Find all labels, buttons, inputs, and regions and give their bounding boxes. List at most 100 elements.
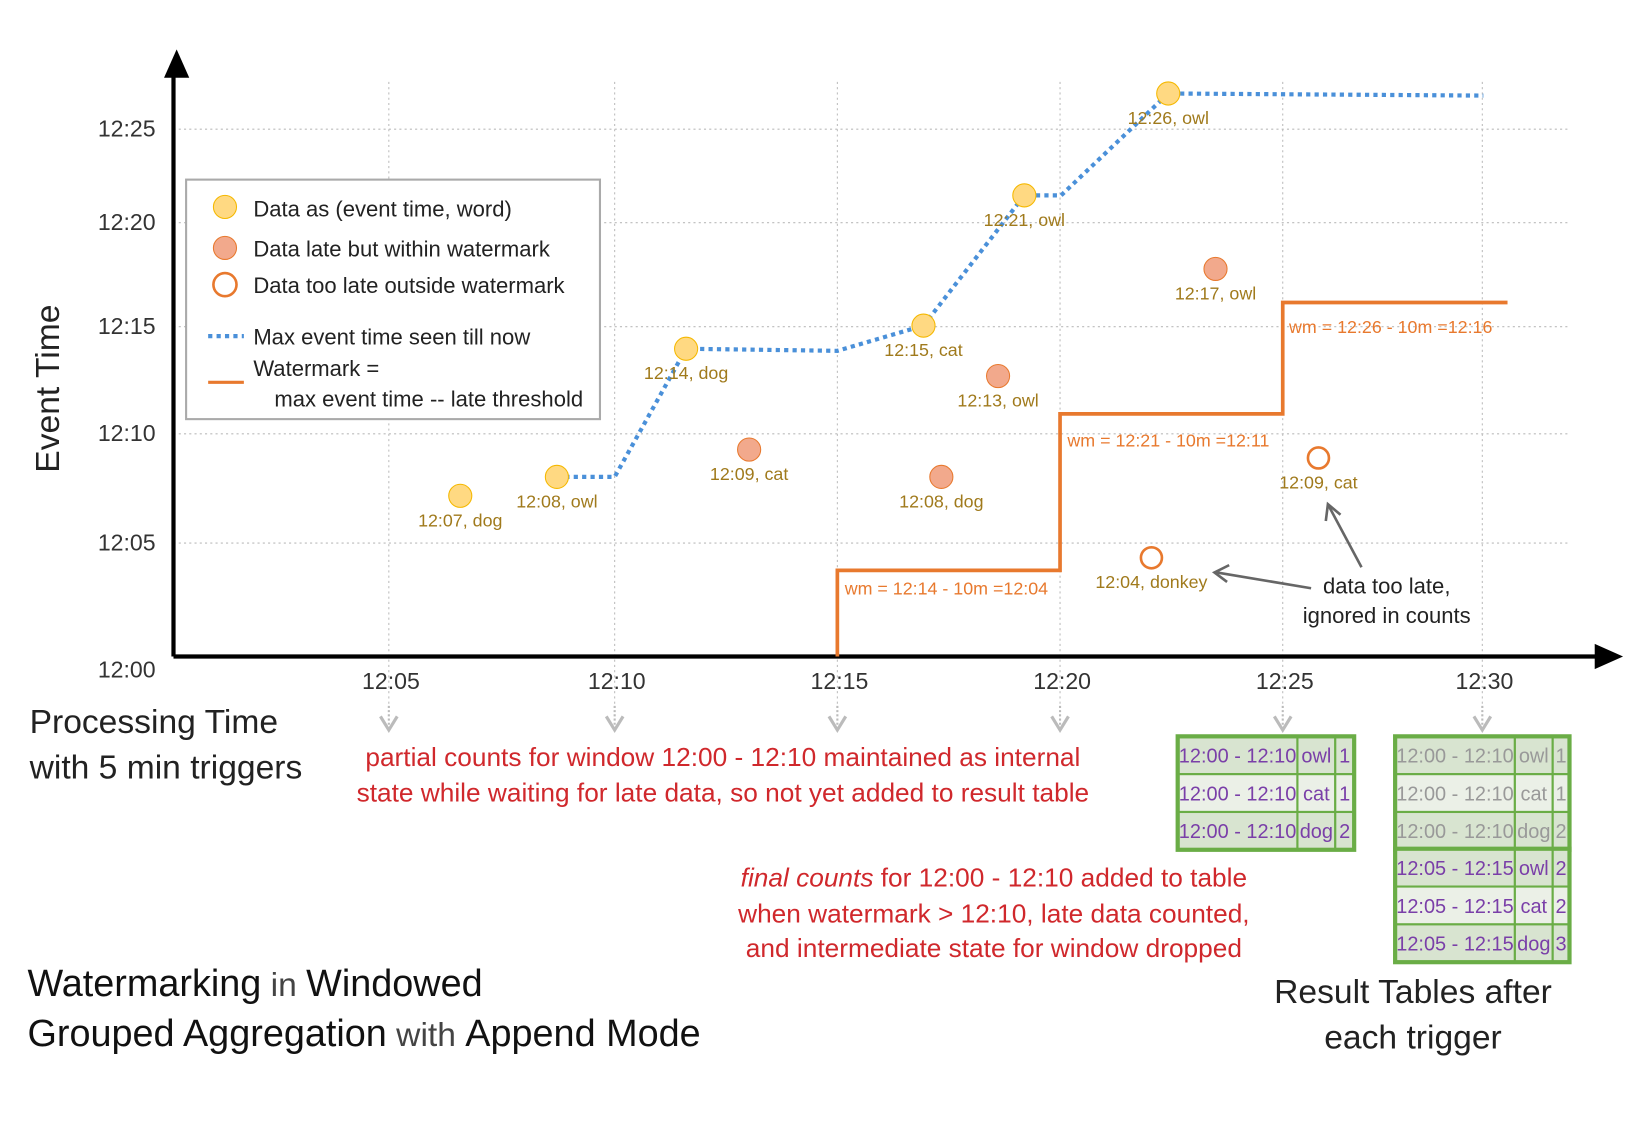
point-label: 12:08, owl [516,491,597,511]
trigger-arrow-icon [827,715,848,734]
cell-text: 2 [1339,821,1350,843]
point-label: 12:15, cat [884,340,962,360]
final-counts-rest: for 12:00 - 12:10 added to table [873,863,1247,893]
point-label: 12:07, dog [418,510,502,530]
on-time-dot-icon [212,194,238,220]
axes [164,49,1624,670]
x-tick: 12:20 [1033,668,1091,694]
legend: Data as (event time, word) Data late but… [185,178,602,421]
cell-text: 12:00 - 12:10 [1396,783,1514,805]
point-label: 12:26, owl [1128,108,1209,128]
point-marker [448,483,473,508]
point-label: 12:08, dog [899,491,983,511]
y-tick: 12:25 [98,116,156,142]
watermark-line [835,300,1508,657]
cell-text: 12:00 - 12:10 [1179,746,1297,768]
data-point-late: 12:17, owl [1175,256,1256,303]
legend-max-event: Max event time seen till now [253,325,530,350]
point-marker [911,313,936,338]
table-cell [1296,773,1337,814]
trigger-arrow-icon [1472,715,1493,734]
data-point-on-time: 12:07, dog [418,483,502,530]
y-axis-label: Event Time [30,305,67,473]
point-marker [1306,446,1331,470]
trigger-arrow-icon [1272,715,1293,734]
x-tick: 12:25 [1256,668,1314,694]
point-marker [737,437,762,462]
final-counts-em: final counts [741,863,874,893]
watermark-label: wm = 12:14 - 10m =12:04 [844,579,1048,599]
point-marker [1156,81,1181,106]
data-point-late: 12:09, cat [710,437,788,484]
final-counts-note-2: when watermark > 12:10, late data counte… [737,898,1249,928]
cell-text: dog [1517,934,1550,956]
table-border [1393,846,1572,965]
legend-watermark-formula: max event time -- late threshold [274,387,583,412]
table-cell [1513,923,1554,964]
cell-text: 12:00 - 12:10 [1179,783,1297,805]
cell-text: 1 [1556,783,1567,805]
data-point-too-late: 12:09, cat [1279,446,1358,492]
cell-text: 3 [1556,934,1567,956]
cell-text: 12:05 - 12:15 [1396,934,1514,956]
point-label: 12:13, owl [957,391,1038,411]
late-dot-icon [212,235,238,260]
x-axis-label: Processing Time [30,704,278,741]
cell-text: 2 [1556,896,1567,918]
partial-counts-note: partial counts for window 12:00 - 12:10 … [365,742,1080,772]
cell-text: owl [1519,746,1549,768]
cell-text: dog [1517,821,1550,843]
data-point-too-late: 12:04, donkey [1095,545,1208,592]
cell-text: dog [1300,821,1333,843]
cell-text: 1 [1339,783,1350,805]
title-line-2: Grouped Aggregation with Append Mode [27,1013,700,1055]
title-in: in [261,967,306,1004]
y-tick: 12:20 [98,209,156,235]
too-late-ring-icon [212,271,238,298]
cell-text: owl [1301,746,1331,768]
table-cell [1513,735,1554,776]
data-point-on-time: 12:08, owl [516,464,598,511]
cell-text: 12:00 - 12:10 [1396,746,1514,768]
data-point-on-time: 12:26, owl [1128,81,1209,128]
y-tick: 12:05 [98,529,156,555]
point-label: 12:04, donkey [1095,572,1207,592]
cell-text: 2 [1556,821,1567,843]
result-caption-2: each trigger [1324,1019,1501,1056]
table-border [1175,734,1357,852]
point-label: 12:21, owl [984,210,1065,230]
legend-on-time: Data as (event time, word) [253,196,512,221]
point-marker [985,363,1011,389]
title-with: with [387,1017,465,1054]
point-marker [1012,183,1037,208]
cell-text: cat [1520,783,1547,805]
title-line-1: Watermarking in Windowed [27,963,482,1005]
result-table-1230-old: 12:00 - 12:10 owl 112:00 - 12:10 cat 112:00 … [1393,734,1572,852]
table-cell [1394,810,1516,851]
final-counts-note: final counts for 12:00 - 12:10 added to … [741,863,1247,893]
too-late-arrows [1211,501,1363,590]
x-tick: 12:05 [362,668,420,694]
y-tick: 12:15 [98,313,156,339]
table-cell [1176,773,1299,814]
cell-text: 1 [1339,746,1350,768]
title-grouped: Grouped Aggregation [27,1013,386,1055]
too-late-note: data too late, [1323,573,1450,598]
result-caption: Result Tables after [1274,974,1552,1011]
trigger-arrow-icon [1050,715,1070,734]
point-label: 12:14, dog [644,363,728,383]
point-marker [544,464,569,489]
y-tick: 12:10 [98,420,156,446]
y-axis-arrow-icon [164,49,190,78]
legend-late: Data late but within watermark [253,236,551,261]
legend-too-late: Data too late outside watermark [253,273,565,298]
cell-text: 2 [1556,858,1567,880]
watermark-label: wm = 12:21 - 10m =12:11 [1066,430,1269,450]
legend-watermark: Watermark = [253,356,379,381]
cell-text: 12:05 - 12:15 [1396,858,1514,880]
x-axis-arrow-icon [1594,643,1624,670]
title-watermarking: Watermarking [27,963,261,1005]
watermark-label: wm = 12:26 - 10m =12:16 [1288,317,1492,337]
max-event-time-line [556,91,1484,479]
